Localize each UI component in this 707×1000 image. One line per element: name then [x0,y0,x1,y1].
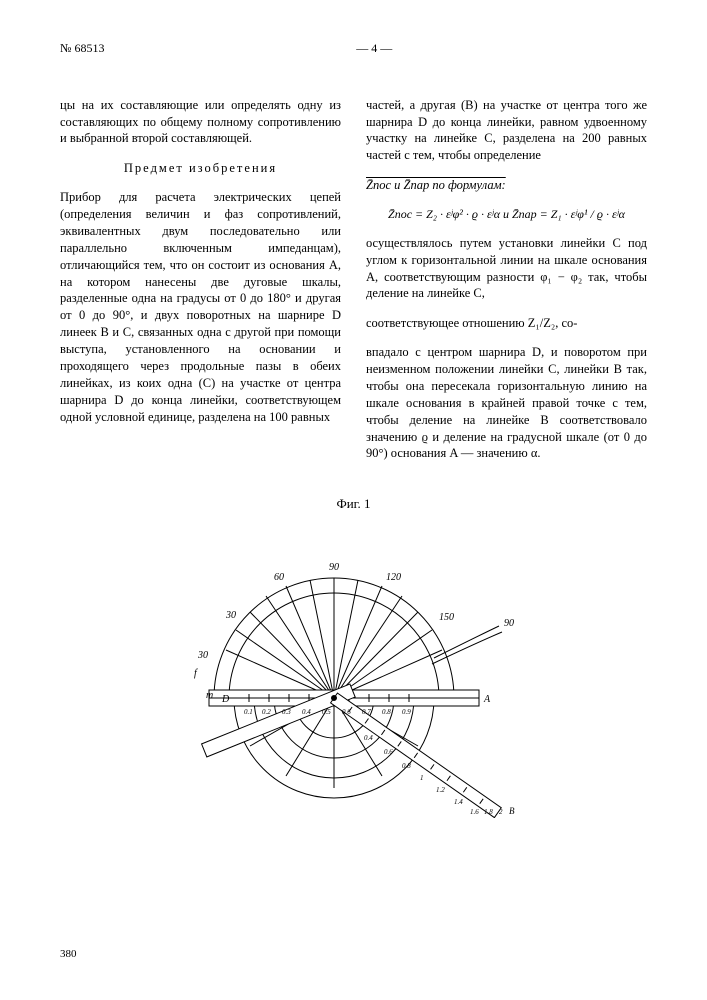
page-header: № 68513 — 4 — . [60,40,647,56]
svg-text:90: 90 [504,618,514,629]
svg-text:m: m [206,690,213,701]
svg-text:0.2: 0.2 [262,708,271,716]
svg-text:1: 1 [420,774,424,782]
svg-text:1.6: 1.6 [470,808,479,816]
paragraph: осуществлялось путем установки линейки C… [366,235,647,303]
svg-text:0.9: 0.9 [402,708,411,716]
svg-text:1.8: 1.8 [484,808,493,816]
paragraph: соответствующее отношению Z₁/Z₂, со- [366,315,647,332]
paragraph: Прибор для расчета электрических цепей (… [60,189,341,425]
svg-text:0.1: 0.1 [244,708,253,716]
svg-text:0.5: 0.5 [322,708,331,716]
svg-text:90: 90 [329,562,339,573]
subject-heading: Предмет изобретения [60,160,341,177]
svg-text:f: f [194,668,198,679]
svg-text:B: B [509,806,515,816]
svg-text:0.4: 0.4 [302,708,311,716]
svg-text:1.2: 1.2 [436,786,445,794]
svg-text:30: 30 [197,650,208,661]
svg-text:150: 150 [439,612,454,623]
paragraph: частей, а другая (B) на участке от центр… [366,97,647,165]
svg-text:0.4: 0.4 [364,734,373,742]
svg-text:1.4: 1.4 [454,798,463,806]
svg-text:120: 120 [386,572,401,583]
svg-text:0.6: 0.6 [384,748,393,756]
bottom-page-number: 380 [60,948,77,960]
svg-text:A: A [483,694,491,705]
figure-diagram: 90 60 30 120 150 90 30 A D f m 0.1 0.2 0… [154,518,554,818]
formula-label: Z̄пос и Z̄пар по формулам: [366,177,647,194]
svg-text:0.6: 0.6 [342,708,351,716]
svg-text:0.8: 0.8 [382,708,391,716]
svg-text:0.8: 0.8 [402,762,411,770]
paragraph: впадало с центром шарнира D, и поворотом… [366,344,647,462]
svg-text:2: 2 [499,808,503,816]
svg-text:D: D [221,694,230,705]
paragraph: цы на их составляющие или определять одн… [60,97,341,148]
svg-text:0.3: 0.3 [282,708,291,716]
svg-text:60: 60 [274,572,284,583]
figure-caption: Фиг. 1 [60,495,647,513]
left-column: цы на их составляющие или определять одн… [60,84,341,475]
right-column: частей, а другая (B) на участке от центр… [366,84,647,475]
svg-text:0.7: 0.7 [362,708,371,716]
formula: Z̄пос = Z₂ · εʲφ² · ϱ · εʲα и Z̄пар = Z₁… [366,206,647,222]
doc-number: № 68513 [60,40,104,56]
page-marker: — 4 — [104,40,644,56]
svg-text:30: 30 [225,610,236,621]
